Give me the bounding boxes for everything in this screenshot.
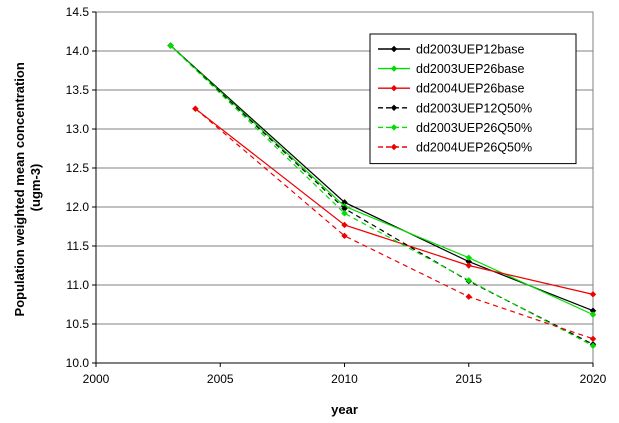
y-tick-label: 10.5 bbox=[66, 317, 90, 331]
data-point bbox=[465, 277, 472, 284]
legend-item: dd2003UEP26Q50% bbox=[378, 121, 532, 135]
x-axis-title: year bbox=[331, 402, 358, 417]
legend-item: dd2004UEP26Q50% bbox=[378, 141, 532, 155]
data-point bbox=[465, 293, 472, 300]
data-point bbox=[341, 210, 348, 217]
y-tick-label: 13.5 bbox=[66, 83, 90, 97]
legend-marker bbox=[390, 45, 398, 53]
x-tick-label: 2020 bbox=[580, 372, 607, 386]
legend-label: dd2003UEP26Q50% bbox=[416, 121, 532, 135]
data-point bbox=[465, 258, 472, 265]
x-axis-ticks: 2000 2005 2010 2015 2020 bbox=[83, 363, 607, 386]
y-axis-ticks: 10.0 10.5 11.0 11.5 12.0 12.5 13.0 13.5 14.0 14.5 bbox=[66, 5, 96, 370]
y-tick-label: 12.0 bbox=[66, 200, 90, 214]
series-dd2004uep26q50pct bbox=[192, 105, 597, 343]
series-layer bbox=[167, 42, 597, 350]
series-line bbox=[170, 45, 594, 316]
y-tick-label: 10.0 bbox=[66, 356, 90, 370]
series-line bbox=[195, 108, 594, 340]
data-point bbox=[341, 199, 348, 206]
legend-label: dd2004UEP26base bbox=[416, 82, 524, 96]
data-point bbox=[465, 254, 472, 261]
y-tick-label: 12.5 bbox=[66, 161, 90, 175]
x-tick-label: 2010 bbox=[331, 372, 358, 386]
legend-marker bbox=[390, 85, 398, 92]
data-point bbox=[589, 311, 597, 318]
legend-marker bbox=[390, 124, 398, 131]
legend-label: dd2003UEP26base bbox=[416, 62, 524, 76]
legend-marker bbox=[390, 104, 398, 111]
legend-label: dd2004UEP26Q50% bbox=[416, 141, 532, 155]
data-point bbox=[465, 262, 472, 269]
y-axis-title-line-1: Population weighted mean concentration bbox=[12, 62, 27, 316]
legend: dd2003UEP12base dd2003UEP26base dd2004UEP2… bbox=[369, 33, 577, 165]
x-tick-label: 2005 bbox=[207, 372, 234, 386]
y-axis-title-line-2: (ugm-3) bbox=[28, 164, 43, 212]
legend-marker bbox=[390, 65, 398, 72]
series-line bbox=[170, 45, 594, 347]
legend-label: dd2003UEP12base bbox=[416, 43, 524, 57]
data-point bbox=[341, 221, 348, 229]
x-tick-label: 2015 bbox=[455, 372, 482, 386]
legend-label: dd2003UEP12Q50% bbox=[416, 101, 532, 115]
data-point bbox=[589, 342, 597, 350]
data-point bbox=[589, 335, 597, 343]
data-point bbox=[589, 307, 597, 314]
x-tick-label: 2000 bbox=[83, 372, 110, 386]
data-point bbox=[167, 42, 174, 49]
series-dd2003uep26q50pct bbox=[167, 42, 597, 350]
y-tick-label: 14.0 bbox=[66, 44, 90, 58]
y-tick-label: 11.5 bbox=[67, 239, 90, 253]
legend-item: dd2003UEP12Q50% bbox=[378, 101, 532, 115]
data-point bbox=[341, 205, 348, 212]
legend-marker bbox=[390, 143, 398, 151]
data-point bbox=[192, 105, 199, 112]
y-tick-label: 14.5 bbox=[66, 5, 90, 19]
y-axis-title: Population weighted mean concentration (… bbox=[12, 59, 43, 317]
y-tick-label: 13.0 bbox=[66, 122, 90, 136]
legend-item: dd2004UEP26base bbox=[378, 82, 524, 96]
data-point bbox=[341, 232, 348, 240]
legend-item: dd2003UEP26base bbox=[378, 62, 524, 76]
legend-item: dd2003UEP12base bbox=[378, 43, 524, 57]
legend-box bbox=[369, 33, 577, 165]
y-tick-label: 11.0 bbox=[67, 278, 90, 292]
data-point bbox=[589, 291, 597, 298]
